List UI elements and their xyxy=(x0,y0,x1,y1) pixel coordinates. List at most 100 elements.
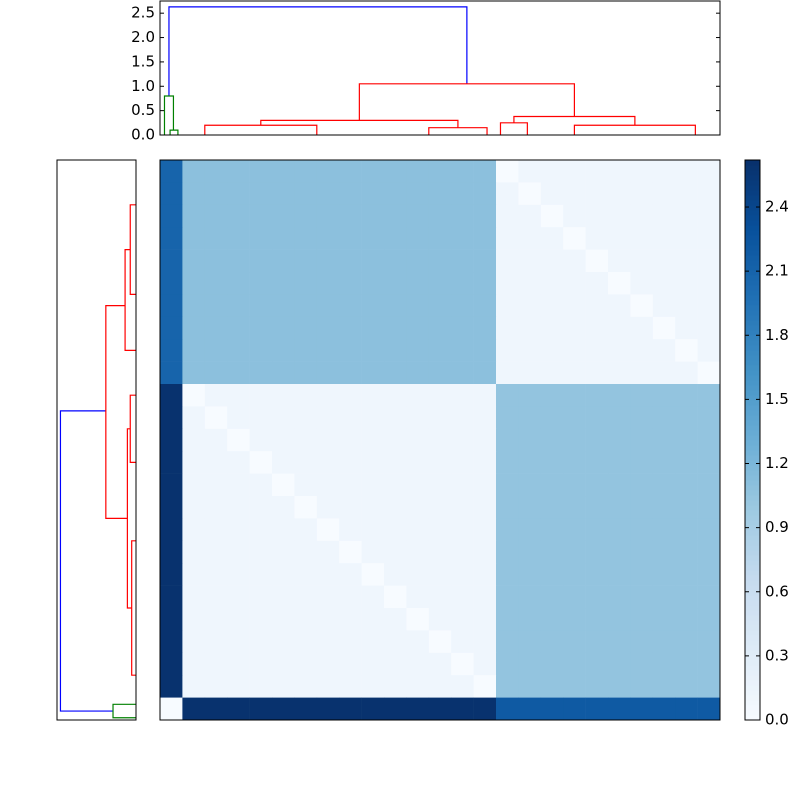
heatmap-cell xyxy=(451,339,474,362)
heatmap-cell xyxy=(249,160,273,183)
heatmap-cell xyxy=(585,675,609,698)
heatmap-cell xyxy=(316,316,340,340)
dendrogram-link xyxy=(112,703,136,719)
heatmap-cell xyxy=(675,652,698,676)
colorbar-swatch xyxy=(745,640,760,646)
heatmap-cell xyxy=(204,473,228,497)
heatmap-cell xyxy=(540,249,564,273)
heatmap-cell xyxy=(160,384,183,407)
heatmap-cell xyxy=(630,204,654,228)
heatmap-cell xyxy=(227,182,250,206)
heatmap-cell xyxy=(608,227,631,250)
heatmap-cell xyxy=(608,406,631,430)
heatmap-cell xyxy=(675,249,698,273)
heatmap-cell xyxy=(585,406,609,430)
colorbar-swatch xyxy=(745,330,760,336)
heatmap-cell xyxy=(540,630,564,654)
heatmap-cell xyxy=(697,249,721,273)
heatmap-cell xyxy=(361,272,385,295)
heatmap-cell xyxy=(496,608,519,631)
heatmap-cell xyxy=(182,316,206,340)
heatmap-cell xyxy=(563,406,586,430)
heatmap-cell xyxy=(630,518,654,542)
heatmap-cell xyxy=(518,339,542,362)
colorbar-tick-label: 0.0 xyxy=(765,711,789,729)
heatmap-cell xyxy=(316,204,340,228)
heatmap-cell xyxy=(473,406,497,430)
heatmap-cell xyxy=(540,339,564,362)
heatmap-cell xyxy=(675,384,698,407)
heatmap-cell xyxy=(675,496,698,519)
heatmap-cell xyxy=(406,428,430,452)
heatmap-cell xyxy=(451,294,474,318)
colorbar-swatch xyxy=(745,695,760,701)
heatmap-cell xyxy=(563,272,586,295)
heatmap-cell xyxy=(272,160,295,183)
dendrogram-link xyxy=(204,124,318,135)
heatmap-cell xyxy=(316,518,340,542)
heatmap-cell xyxy=(563,473,586,497)
heatmap-cell xyxy=(428,428,452,452)
colorbar-swatch xyxy=(745,460,760,466)
heatmap-cell xyxy=(451,630,474,654)
heatmap-cell xyxy=(496,518,519,542)
heatmap-cell xyxy=(518,518,542,542)
colorbar-swatch xyxy=(745,160,760,166)
heatmap-cell xyxy=(339,384,362,407)
heatmap-cell xyxy=(608,249,631,273)
colorbar-swatch xyxy=(745,645,760,651)
heatmap-cell xyxy=(473,182,497,206)
heatmap-cell xyxy=(473,294,497,318)
heatmap-cell xyxy=(160,630,183,654)
heatmap-cell xyxy=(361,428,385,452)
heatmap-cell xyxy=(496,697,519,721)
heatmap-cell xyxy=(227,608,250,631)
heatmap-cell xyxy=(384,272,407,295)
heatmap-cell xyxy=(294,249,318,273)
heatmap-cell xyxy=(406,630,430,654)
dendrogram-link xyxy=(499,122,528,135)
heatmap-cell xyxy=(451,652,474,676)
heatmap-cell xyxy=(272,630,295,654)
heatmap-cell xyxy=(473,428,497,452)
heatmap-cell xyxy=(675,630,698,654)
heatmap-cell xyxy=(272,294,295,318)
colorbar-swatch xyxy=(745,575,760,581)
heatmap-cell xyxy=(406,496,430,519)
heatmap-cell xyxy=(227,652,250,676)
heatmap-cell xyxy=(339,160,362,183)
heatmap-cell xyxy=(160,339,183,362)
heatmap-cell xyxy=(518,473,542,497)
heatmap-cell xyxy=(608,339,631,362)
heatmap-cell xyxy=(630,630,654,654)
heatmap-cell xyxy=(540,563,564,586)
heatmap-cell xyxy=(182,339,206,362)
heatmap-cell xyxy=(294,630,318,654)
heatmap-cell xyxy=(182,518,206,542)
heatmap-cell xyxy=(697,697,721,721)
colorbar-swatch xyxy=(745,560,760,566)
heatmap-cell xyxy=(585,227,609,250)
heatmap-cell xyxy=(406,160,430,183)
colorbar-tick-label: 0.3 xyxy=(765,646,789,664)
heatmap-cell xyxy=(585,540,609,564)
heatmap-cell xyxy=(451,518,474,542)
heatmap-cell xyxy=(227,339,250,362)
dendrogram-link xyxy=(129,394,136,463)
heatmap-cell xyxy=(563,675,586,698)
heatmap-cell xyxy=(428,608,452,631)
heatmap-cell xyxy=(630,608,654,631)
heatmap-cell xyxy=(249,563,273,586)
heatmap-cell xyxy=(585,384,609,407)
heatmap-cell xyxy=(361,406,385,430)
heatmap-cell xyxy=(294,563,318,586)
heatmap-cell xyxy=(451,384,474,407)
colorbar-swatch xyxy=(745,185,760,191)
colorbar-swatch xyxy=(745,240,760,246)
colorbar-swatch xyxy=(745,600,760,606)
heatmap-cell xyxy=(563,630,586,654)
heatmap-cell xyxy=(540,316,564,340)
heatmap-cell xyxy=(384,160,407,183)
colorbar-tick-label: 1.2 xyxy=(765,454,789,472)
heatmap-cell xyxy=(675,406,698,430)
